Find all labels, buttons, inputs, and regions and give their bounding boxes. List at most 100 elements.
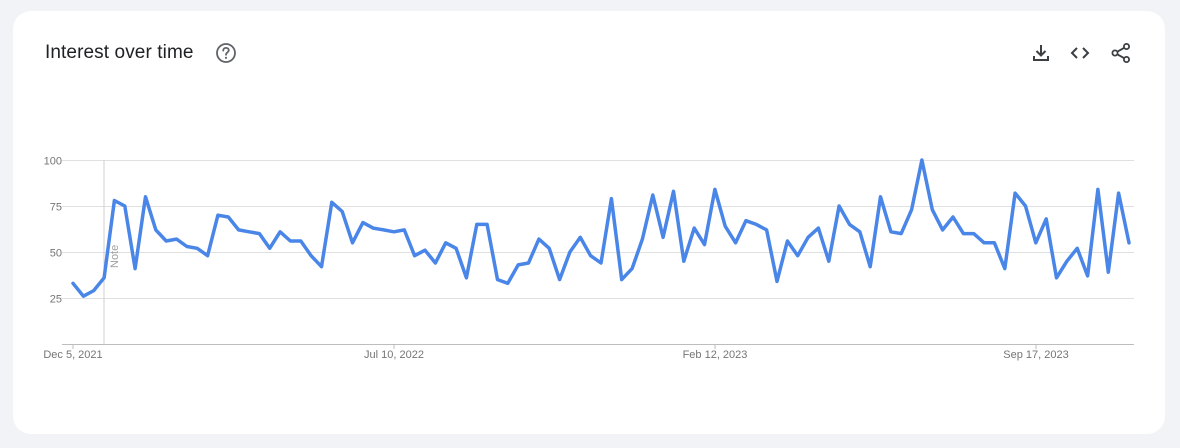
data-point[interactable] [184,244,190,250]
data-point[interactable] [712,186,718,192]
data-point[interactable] [505,280,511,286]
data-point[interactable] [111,198,117,204]
data-point[interactable] [194,245,200,251]
data-point[interactable] [80,293,86,299]
data-point[interactable] [246,229,252,235]
data-point[interactable] [236,227,242,233]
data-point[interactable] [691,225,697,231]
data-point[interactable] [329,199,335,205]
data-point[interactable] [443,240,449,246]
data-point[interactable] [784,238,790,244]
data-point[interactable] [577,234,583,240]
data-point[interactable] [267,245,273,251]
data-point[interactable] [971,231,977,237]
data-point[interactable] [1126,240,1132,246]
data-point[interactable] [826,258,832,264]
data-point[interactable] [381,227,387,233]
data-point[interactable] [702,242,708,248]
data-point[interactable] [639,236,645,242]
data-point[interactable] [805,234,811,240]
data-point[interactable] [608,196,614,202]
data-point[interactable] [857,229,863,235]
data-point[interactable] [484,221,490,227]
data-point[interactable] [567,249,573,255]
data-point[interactable] [391,229,397,235]
data-point[interactable] [981,240,987,246]
data-point[interactable] [526,260,532,266]
data-point[interactable] [1095,186,1101,192]
data-point[interactable] [256,231,262,237]
data-point[interactable] [474,221,480,227]
data-point[interactable] [319,264,325,270]
data-point[interactable] [619,277,625,283]
data-point[interactable] [1085,273,1091,279]
data-point[interactable] [940,227,946,233]
note-annotation[interactable]: Note [109,245,121,268]
data-point[interactable] [629,266,635,272]
data-point[interactable] [733,240,739,246]
data-point[interactable] [795,253,801,259]
data-point[interactable] [598,260,604,266]
data-point[interactable] [277,229,283,235]
data-point[interactable] [308,253,314,259]
data-point[interactable] [847,221,853,227]
data-point[interactable] [401,227,407,233]
data-point[interactable] [588,253,594,259]
data-point[interactable] [650,192,656,198]
data-point[interactable] [888,229,894,235]
data-point[interactable] [867,264,873,270]
data-point[interactable] [453,245,459,251]
data-point[interactable] [515,262,521,268]
data-point[interactable] [163,238,169,244]
download-icon[interactable] [1030,42,1052,64]
data-point[interactable] [370,225,376,231]
data-point[interactable] [681,258,687,264]
data-point[interactable] [360,220,366,226]
data-point[interactable] [546,245,552,251]
data-point[interactable] [153,227,159,233]
data-point[interactable] [991,240,997,246]
data-point[interactable] [898,231,904,237]
data-point[interactable] [1105,269,1111,275]
data-point[interactable] [215,212,221,218]
data-point[interactable] [205,253,211,259]
help-circle-icon[interactable] [215,42,237,64]
data-point[interactable] [753,221,759,227]
share-icon[interactable] [1110,42,1132,64]
data-point[interactable] [101,275,107,281]
series-line[interactable] [71,158,1131,298]
data-point[interactable] [919,157,925,163]
data-point[interactable] [350,240,356,246]
data-point[interactable] [836,203,842,209]
data-point[interactable] [1023,203,1029,209]
data-point[interactable] [743,218,749,224]
data-point[interactable] [298,238,304,244]
data-point[interactable] [815,225,821,231]
data-point[interactable] [122,203,128,209]
data-point[interactable] [432,260,438,266]
data-point[interactable] [774,278,780,284]
data-point[interactable] [143,194,149,200]
data-point[interactable] [225,214,231,220]
data-point[interactable] [91,288,97,294]
data-point[interactable] [1012,190,1018,196]
data-point[interactable] [463,275,469,281]
data-point[interactable] [1064,258,1070,264]
data-point[interactable] [764,227,770,233]
data-point[interactable] [960,231,966,237]
data-point[interactable] [722,223,728,229]
data-point[interactable] [1074,245,1080,251]
data-point[interactable] [878,194,884,200]
data-point[interactable] [422,247,428,253]
code-embed-icon[interactable] [1069,42,1091,64]
data-point[interactable] [1116,190,1122,196]
data-point[interactable] [339,209,345,215]
data-point[interactable] [909,207,915,213]
data-point[interactable] [671,188,677,194]
data-point[interactable] [536,236,542,242]
data-point[interactable] [1043,216,1049,222]
data-point[interactable] [70,280,76,286]
data-point[interactable] [660,234,666,240]
data-point[interactable] [557,277,563,283]
data-point[interactable] [1054,275,1060,281]
